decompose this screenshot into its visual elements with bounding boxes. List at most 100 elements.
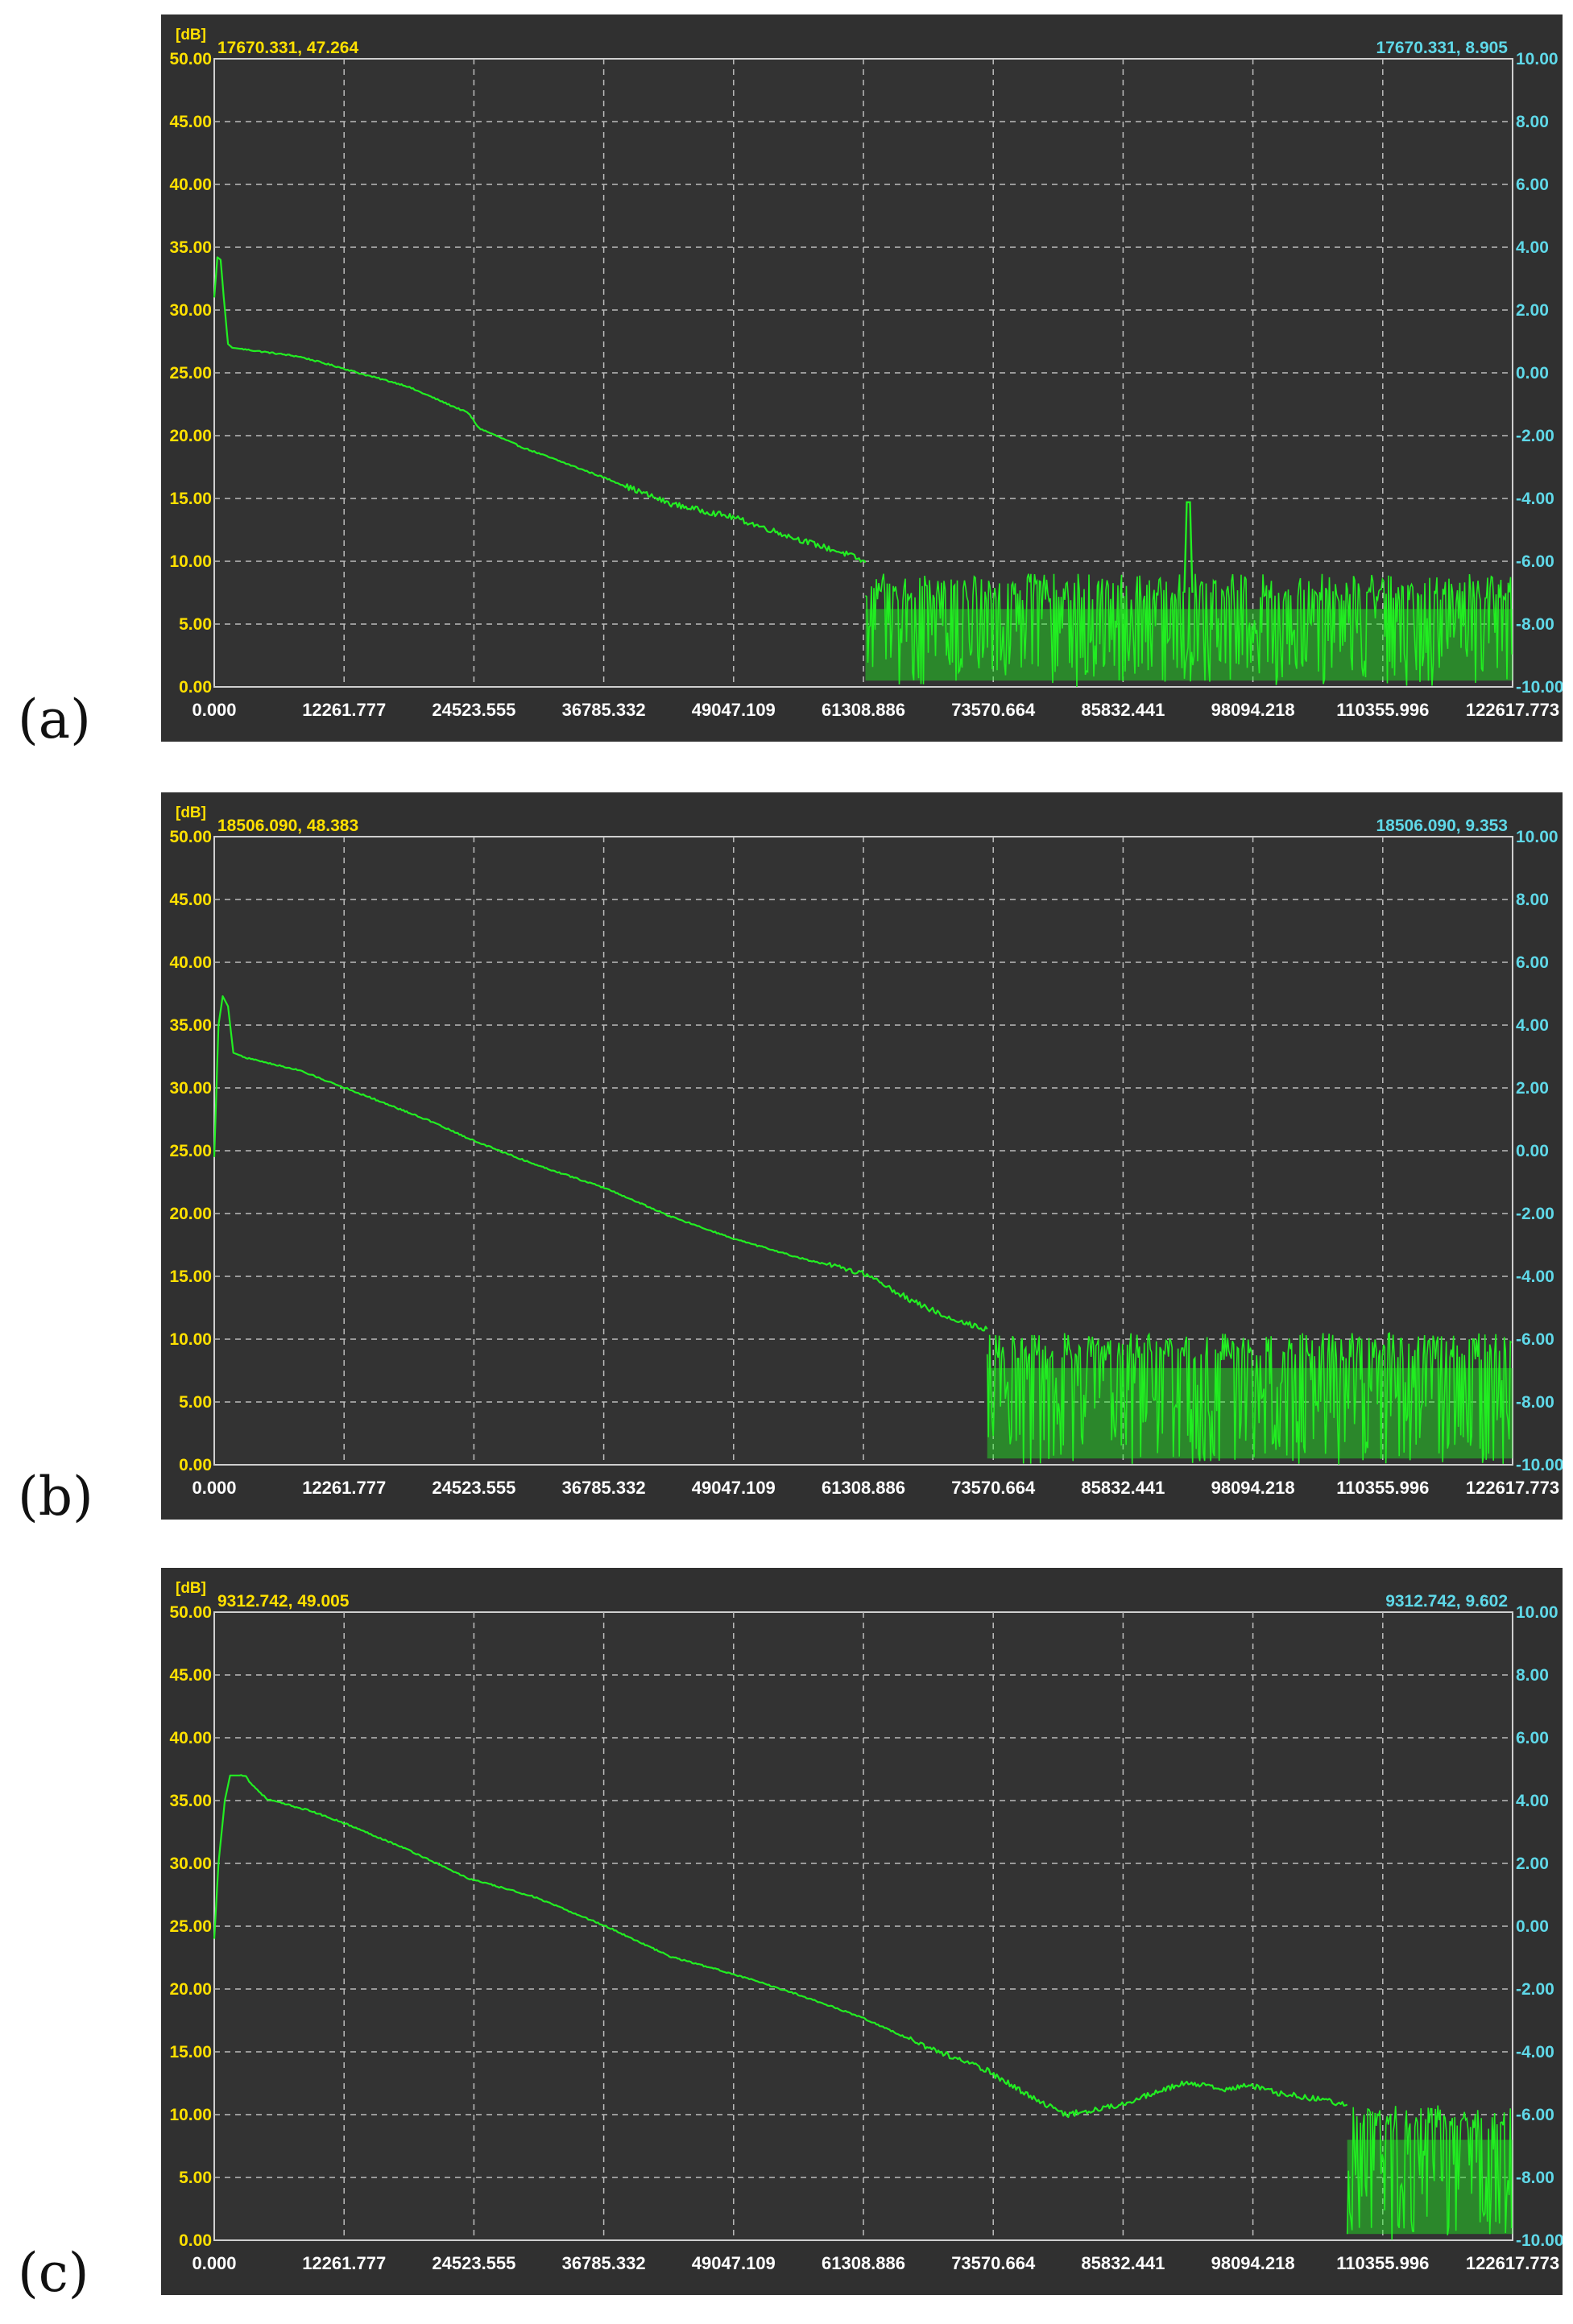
chart-plot-b: 0.00 5.00 10.00 15.00 20.00 25.00 30.00 35.00 40…	[161, 792, 1563, 1520]
y-left-tick-label: 30.00	[169, 301, 212, 320]
y-right-tick-label: -8.00	[1516, 1393, 1554, 1412]
noise-floor-band	[1347, 2140, 1513, 2235]
y-right-tick-label: -4.00	[1516, 1267, 1554, 1286]
y-right-tick-label: 6.00	[1516, 953, 1549, 972]
y-right-tick-label: 8.00	[1516, 891, 1549, 909]
y-left-tick-label: 35.00	[169, 1016, 212, 1035]
x-tick-label: 85832.441	[1081, 1478, 1165, 1498]
cursor-readout-right: 18506.090, 9.353	[1376, 817, 1509, 835]
chart-plot-a: 0.00 5.00 10.00 15.00 20.00 25.00 30.00 35.00 40…	[161, 14, 1563, 742]
x-tick-label: 85832.441	[1081, 2253, 1165, 2273]
noise-floor-band	[987, 1367, 1513, 1459]
y-left-tick-label: 40.00	[169, 953, 212, 972]
panel-label-b: (b)	[18, 1466, 93, 1528]
y-axis-unit-label: [dB]	[176, 1580, 206, 1597]
y-left-tick-label: 45.00	[169, 891, 212, 909]
cursor-readout-left: 18506.090, 48.383	[217, 817, 358, 835]
cursor-readout-left: 9312.742, 49.005	[217, 1592, 350, 1611]
x-tick-label: 61308.886	[822, 700, 905, 720]
y-left-tick-label: 25.00	[169, 1917, 212, 1936]
cursor-readout-left: 17670.331, 47.264	[217, 39, 358, 57]
x-tick-label: 0.000	[192, 700, 236, 720]
panel-label-c: (c)	[18, 2242, 89, 2304]
y-left-tick-label: 15.00	[169, 1267, 212, 1286]
x-tick-label: 110355.996	[1336, 2253, 1429, 2273]
y-left-tick-label: 0.00	[179, 2231, 212, 2250]
x-tick-label: 12261.777	[302, 2253, 386, 2273]
y-right-tick-label: 4.00	[1516, 1016, 1549, 1035]
y-right-tick-label: 10.00	[1516, 1603, 1559, 1622]
chart-panel-a: 0.00 5.00 10.00 15.00 20.00 25.00 30.00 35.00 40…	[0, 0, 1573, 775]
y-left-tick-label: 0.00	[179, 1456, 212, 1474]
y-left-tick-label: 15.00	[169, 490, 212, 508]
x-tick-label: 122617.773	[1466, 1478, 1559, 1498]
y-left-tick-label: 30.00	[169, 1855, 212, 1873]
y-left-tick-label: 50.00	[169, 1603, 212, 1622]
x-tick-label: 110355.996	[1336, 700, 1429, 720]
y-left-tick-label: 35.00	[169, 238, 212, 257]
y-left-tick-label: 10.00	[169, 552, 212, 571]
x-tick-label: 73570.664	[951, 700, 1036, 720]
y-right-tick-label: -2.00	[1516, 1980, 1554, 1999]
series-line-decay	[213, 256, 867, 564]
y-left-tick-label: 35.00	[169, 1792, 212, 1810]
y-right-tick-label: 0.00	[1516, 364, 1549, 383]
y-right-tick-label: 6.00	[1516, 1729, 1549, 1747]
y-right-tick-label: 2.00	[1516, 301, 1549, 320]
y-right-tick-label: 8.00	[1516, 1666, 1549, 1685]
x-tick-label: 110355.996	[1336, 1478, 1429, 1498]
x-tick-label: 24523.555	[432, 2253, 515, 2273]
x-tick-label: 61308.886	[822, 1478, 905, 1498]
y-right-tick-label: 2.00	[1516, 1079, 1549, 1098]
x-tick-label: 49047.109	[692, 700, 776, 720]
x-tick-label: 12261.777	[302, 1478, 386, 1498]
y-right-tick-label: -2.00	[1516, 427, 1554, 445]
noise-floor-band	[865, 609, 1513, 681]
y-right-tick-label: -10.00	[1516, 2231, 1563, 2250]
series-noise-floor	[986, 1332, 1513, 1465]
y-right-tick-label: -8.00	[1516, 2169, 1554, 2187]
chart-panel-c: 0.00 5.00 10.00 15.00 20.00 25.00 30.00 35.00 40…	[0, 1549, 1573, 2324]
y-left-tick-label: 5.00	[179, 1393, 212, 1412]
y-left-tick-label: 25.00	[169, 364, 212, 383]
y-left-tick-label: 50.00	[169, 50, 212, 68]
x-tick-label: 98094.218	[1211, 2253, 1295, 2273]
x-tick-label: 73570.664	[951, 1478, 1036, 1498]
x-tick-label: 122617.773	[1466, 700, 1559, 720]
y-right-tick-label: -10.00	[1516, 678, 1563, 697]
y-left-tick-label: 5.00	[179, 2169, 212, 2187]
y-left-tick-label: 20.00	[169, 1205, 212, 1223]
y-right-tick-label: -10.00	[1516, 1456, 1563, 1474]
series-line-decay	[213, 995, 988, 1332]
y-right-tick-label: 6.00	[1516, 176, 1549, 194]
y-left-tick-label: 20.00	[169, 427, 212, 445]
chart-panel-b: 0.00 5.00 10.00 15.00 20.00 25.00 30.00 35.00 40…	[0, 775, 1573, 1549]
x-tick-label: 0.000	[192, 2253, 236, 2273]
y-right-tick-label: -2.00	[1516, 1205, 1554, 1223]
y-right-tick-label: 4.00	[1516, 238, 1549, 257]
y-left-tick-label: 50.00	[169, 828, 212, 846]
y-left-tick-label: 0.00	[179, 678, 212, 697]
x-tick-label: 36785.332	[562, 2253, 646, 2273]
x-tick-label: 49047.109	[692, 1478, 776, 1498]
series-noise-floor	[1346, 2105, 1513, 2240]
x-tick-label: 24523.555	[432, 700, 515, 720]
x-tick-label: 49047.109	[692, 2253, 776, 2273]
x-tick-label: 122617.773	[1466, 2253, 1559, 2273]
y-left-tick-label: 10.00	[169, 1330, 212, 1349]
y-left-tick-label: 5.00	[179, 615, 212, 634]
cursor-readout-right: 17670.331, 8.905	[1376, 39, 1509, 57]
y-left-tick-label: 40.00	[169, 1729, 212, 1747]
panel-label-a: (a)	[18, 689, 91, 751]
x-tick-label: 12261.777	[302, 700, 386, 720]
x-tick-label: 36785.332	[562, 1478, 646, 1498]
series-spike	[1183, 501, 1194, 593]
y-right-tick-label: 0.00	[1516, 1142, 1549, 1160]
series-noise-floor	[864, 573, 1513, 687]
x-tick-label: 85832.441	[1081, 700, 1165, 720]
y-right-tick-label: 2.00	[1516, 1855, 1549, 1873]
y-right-tick-label: -8.00	[1516, 615, 1554, 634]
y-left-tick-label: 10.00	[169, 2106, 212, 2124]
x-tick-label: 98094.218	[1211, 700, 1295, 720]
y-right-tick-label: 8.00	[1516, 113, 1549, 131]
